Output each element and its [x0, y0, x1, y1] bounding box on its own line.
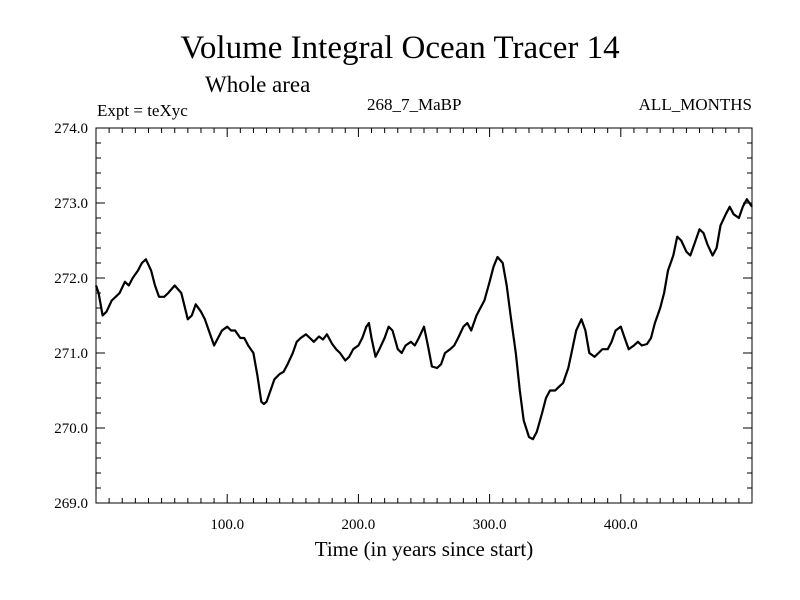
- y-tick-label: 272.0: [54, 271, 88, 287]
- y-tick-label: 273.0: [54, 196, 88, 212]
- y-tick-label: 271.0: [54, 346, 88, 362]
- months-label: ALL_MONTHS: [638, 95, 752, 114]
- x-tick-label: 400.0: [604, 517, 638, 533]
- chart-subtitle: Whole area: [205, 72, 311, 97]
- chart-title: Volume Integral Ocean Tracer 14: [180, 30, 620, 66]
- experiment-label: Expt = teXyc: [97, 101, 188, 120]
- run-id-label: 268_7_MaBP: [367, 95, 462, 114]
- x-axis-label: Time (in years since start): [314, 537, 534, 561]
- y-tick-label: 269.0: [54, 496, 88, 512]
- x-tick-label: 200.0: [342, 517, 376, 533]
- y-axis-tick-labels: 269.0 270.0 271.0 272.0 273.0 274.0: [54, 121, 88, 512]
- axis-ticks: [96, 128, 752, 503]
- y-tick-label: 270.0: [54, 421, 88, 437]
- x-axis-tick-labels: 100.0 200.0 300.0 400.0: [210, 517, 637, 533]
- series-line: [94, 198, 753, 441]
- plot-area-frame: [95, 127, 753, 504]
- x-tick-label: 100.0: [210, 517, 244, 533]
- x-tick-label: 300.0: [473, 517, 507, 533]
- y-tick-label: 274.0: [54, 121, 88, 137]
